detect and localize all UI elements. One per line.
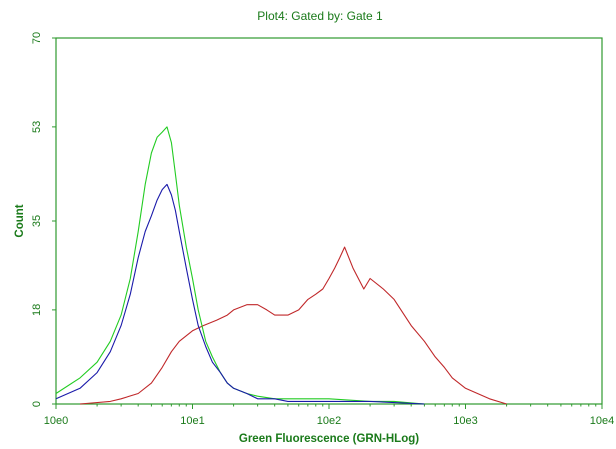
x-tick-label: 10e1 [180,415,204,427]
x-tick-label: 10e0 [44,415,68,427]
y-tick-label: 0 [31,401,43,407]
series-layer [55,126,507,405]
y-tick-label: 18 [31,304,43,316]
chart-title: Plot4: Gated by: Gate 1 [257,9,383,23]
y-axis: 0 18 35 53 70 [31,32,56,407]
y-tick-label: 35 [31,215,43,227]
x-axis-label: Green Fluorescence (GRN-HLog) [239,433,419,445]
series-line-2 [55,183,425,405]
x-tick-label: 10e3 [453,415,477,427]
series-line-1 [55,126,425,405]
plot-frame [55,37,603,405]
y-tick-label: 53 [31,121,43,133]
x-tick-label: 10e2 [317,415,341,427]
x-tick-label: 10e4 [590,415,614,427]
y-axis-label: Count [14,204,26,237]
y-tick-label: 70 [31,32,43,44]
x-axis: 10e0 10e1 10e2 10e3 10e4 [44,404,614,427]
series-line-3 [79,246,507,405]
